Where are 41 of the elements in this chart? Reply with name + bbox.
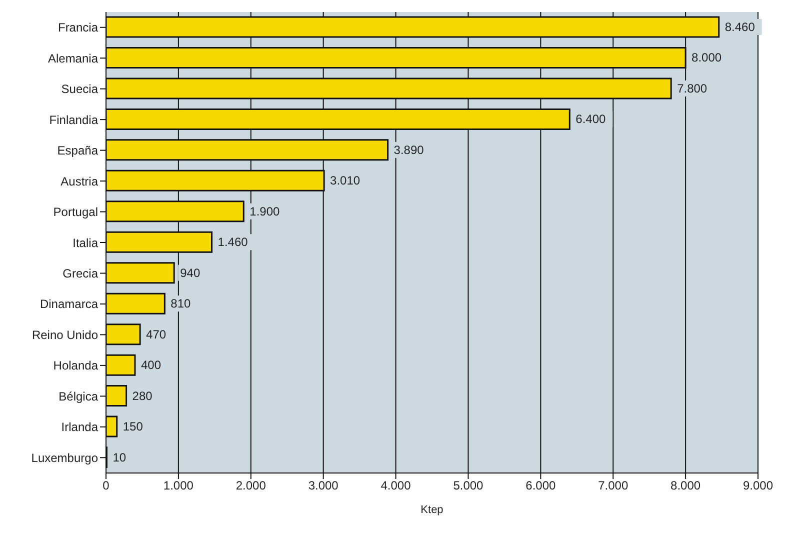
data-label: 810 bbox=[170, 296, 192, 311]
data-label: 1.900 bbox=[250, 204, 280, 218]
y-tick-label: Austria bbox=[60, 174, 98, 188]
data-label: 400 bbox=[140, 358, 162, 372]
data-label: 10 bbox=[112, 450, 126, 464]
x-tick-label: 7.000 bbox=[598, 478, 628, 493]
x-tick-label: 4.000 bbox=[380, 478, 412, 493]
y-tick-label: Portugal bbox=[53, 205, 98, 220]
data-label: 7.800 bbox=[677, 81, 708, 96]
data-label: 6.400 bbox=[576, 112, 606, 126]
data-label: 940 bbox=[180, 266, 200, 280]
data-label: 3.890 bbox=[394, 142, 424, 157]
y-tick-label: Italia bbox=[72, 236, 98, 250]
data-label: 150 bbox=[122, 420, 144, 434]
data-label: 1.460 bbox=[218, 235, 248, 250]
y-tick-label: Francia bbox=[58, 20, 98, 35]
y-tick-label: Grecia bbox=[62, 266, 98, 280]
y-tick-label: Bélgica bbox=[58, 389, 98, 404]
data-label: 470 bbox=[146, 327, 166, 342]
x-tick-label: 5.000 bbox=[453, 478, 484, 493]
data-label: 3.010 bbox=[330, 174, 360, 188]
y-tick-label: Luxemburgo bbox=[31, 450, 98, 465]
x-tick-label: 9.000 bbox=[742, 478, 774, 493]
y-tick-label: España bbox=[57, 144, 98, 158]
x-axis-title: Ktep bbox=[420, 504, 444, 516]
y-tick-label: Irlanda bbox=[61, 420, 98, 434]
y-tick-label: Reino Unido bbox=[32, 328, 98, 342]
x-tick-label: 8.000 bbox=[670, 478, 701, 493]
x-tick-label: 1.000 bbox=[163, 478, 194, 493]
y-tick-label: Holanda bbox=[53, 358, 98, 373]
data-label: 280 bbox=[132, 388, 153, 403]
y-tick-label: Finlandia bbox=[49, 112, 98, 127]
data-label: 8.460 bbox=[724, 20, 756, 34]
x-tick-label: 0 bbox=[102, 478, 110, 493]
x-tick-label: 3.000 bbox=[308, 478, 339, 493]
data-label: 8.000 bbox=[692, 50, 722, 65]
y-tick-label: Dinamarca bbox=[40, 297, 98, 312]
x-tick-label: 6.000 bbox=[526, 478, 556, 493]
y-tick-label: Alemania bbox=[48, 51, 98, 66]
y-tick-label: Suecia bbox=[61, 82, 98, 96]
x-tick-label: 2.000 bbox=[236, 478, 266, 493]
